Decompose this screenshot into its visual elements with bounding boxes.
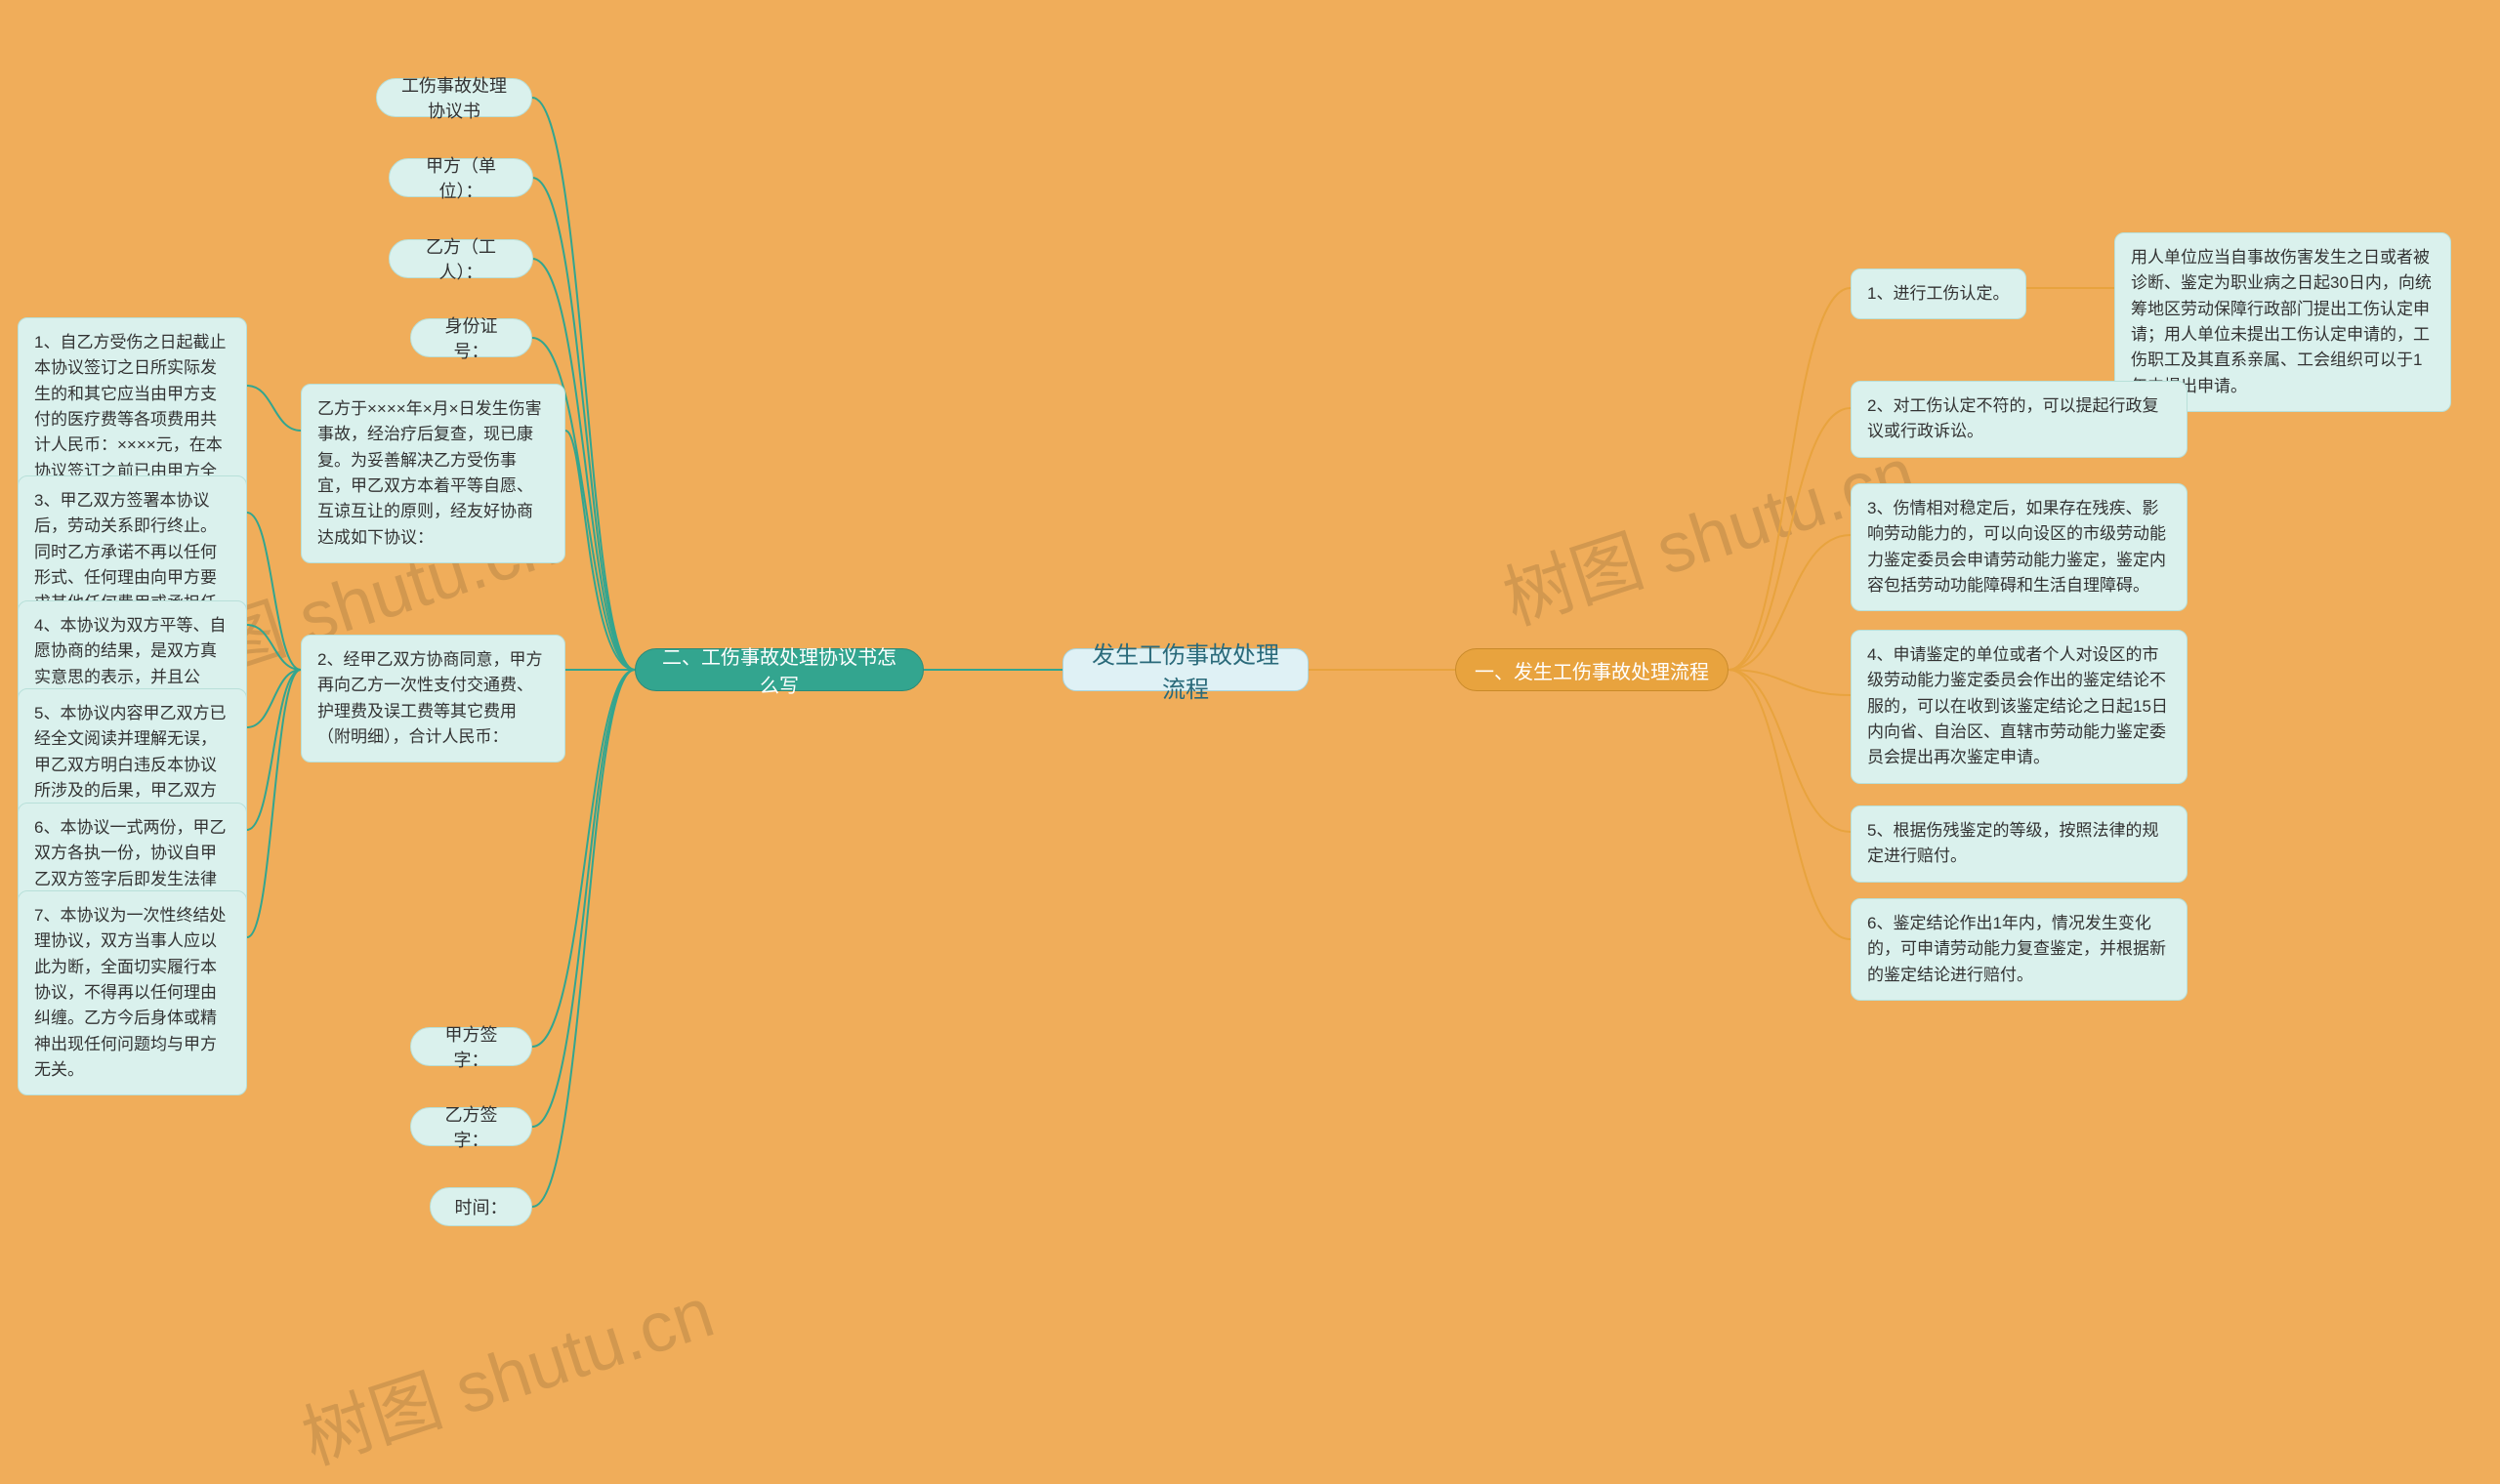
left-branch[interactable]: 二、工伤事故处理协议书怎么写 (635, 648, 924, 691)
right-item-4[interactable]: 4、申请鉴定的单位或者个人对设区的市级劳动能力鉴定委员会作出的鉴定结论不服的，可… (1851, 630, 2188, 784)
left-item-9[interactable]: 时间： (430, 1187, 532, 1226)
right-item-2[interactable]: 2、对工伤认定不符的，可以提起行政复议或行政诉讼。 (1851, 381, 2188, 458)
left-item-2[interactable]: 甲方（单位）： (389, 158, 533, 197)
left-item-8[interactable]: 乙方签字： (410, 1107, 532, 1146)
root-node[interactable]: 发生工伤事故处理流程 (1062, 648, 1309, 691)
right-item-1[interactable]: 1、进行工伤认定。 (1851, 268, 2026, 319)
right-item-3[interactable]: 3、伤情相对稳定后，如果存在残疾、影响劳动能力的，可以向设区的市级劳动能力鉴定委… (1851, 483, 2188, 611)
left-item-3[interactable]: 乙方（工人）： (389, 239, 533, 278)
left-item-6-child-5[interactable]: 7、本协议为一次性终结处理协议，双方当事人应以此为断，全面切实履行本协议，不得再… (18, 890, 247, 1095)
left-item-4[interactable]: 身份证号： (410, 318, 532, 357)
left-item-6[interactable]: 2、经甲乙双方协商同意，甲方再向乙方一次性支付交通费、护理费及误工费等其它费用（… (301, 635, 565, 763)
watermark: 树图 shutu.cn (287, 1255, 724, 1484)
left-item-7[interactable]: 甲方签字： (410, 1027, 532, 1066)
right-item-5[interactable]: 5、根据伤残鉴定的等级，按照法律的规定进行赔付。 (1851, 805, 2188, 883)
left-item-1[interactable]: 工伤事故处理协议书 (376, 78, 532, 117)
right-item-6[interactable]: 6、鉴定结论作出1年内，情况发生变化的，可申请劳动能力复查鉴定，并根据新的鉴定结… (1851, 898, 2188, 1001)
right-branch[interactable]: 一、发生工伤事故处理流程 (1455, 648, 1729, 691)
left-item-5[interactable]: 乙方于××××年×月×日发生伤害事故，经治疗后复查，现已康复。为妥善解决乙方受伤… (301, 384, 565, 563)
